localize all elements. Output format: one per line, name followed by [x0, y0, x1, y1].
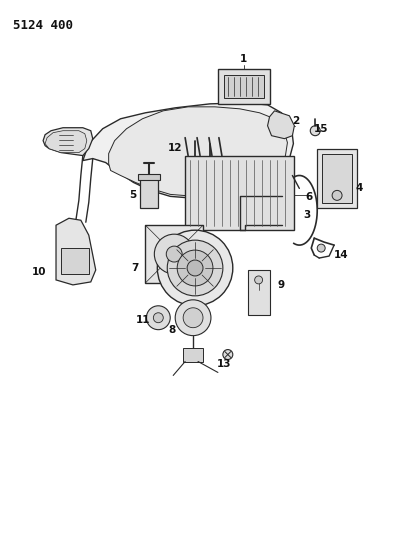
Text: 10: 10 — [32, 267, 47, 277]
Text: 4: 4 — [355, 183, 363, 193]
Text: 7: 7 — [131, 263, 138, 273]
FancyBboxPatch shape — [248, 270, 270, 315]
Circle shape — [175, 300, 211, 336]
Text: 15: 15 — [314, 124, 328, 134]
Circle shape — [183, 308, 203, 328]
FancyBboxPatch shape — [138, 174, 160, 181]
Polygon shape — [83, 103, 293, 198]
Text: 14: 14 — [334, 250, 348, 260]
Polygon shape — [109, 107, 287, 196]
Circle shape — [177, 250, 213, 286]
FancyBboxPatch shape — [140, 179, 158, 208]
Circle shape — [154, 234, 194, 274]
Text: 13: 13 — [217, 359, 231, 369]
Circle shape — [310, 126, 320, 136]
Circle shape — [167, 240, 223, 296]
Circle shape — [153, 313, 163, 322]
Circle shape — [255, 276, 263, 284]
FancyBboxPatch shape — [185, 156, 295, 230]
Polygon shape — [56, 218, 96, 285]
Text: 2: 2 — [292, 116, 299, 126]
Text: 9: 9 — [278, 280, 285, 290]
FancyBboxPatch shape — [224, 75, 264, 98]
Polygon shape — [43, 128, 93, 156]
Circle shape — [157, 230, 233, 306]
FancyBboxPatch shape — [145, 225, 203, 283]
Circle shape — [166, 246, 182, 262]
Text: 6: 6 — [306, 192, 313, 203]
Text: 1: 1 — [240, 54, 247, 64]
FancyBboxPatch shape — [317, 149, 357, 208]
Circle shape — [146, 306, 170, 330]
Text: 5124 400: 5124 400 — [13, 19, 73, 33]
Polygon shape — [268, 111, 295, 139]
Circle shape — [317, 244, 325, 252]
FancyBboxPatch shape — [183, 348, 203, 361]
Circle shape — [223, 350, 233, 360]
Text: 11: 11 — [136, 314, 151, 325]
Polygon shape — [45, 131, 87, 152]
FancyBboxPatch shape — [218, 69, 270, 104]
Circle shape — [332, 190, 342, 200]
Text: 3: 3 — [304, 210, 311, 220]
FancyBboxPatch shape — [61, 248, 89, 274]
Circle shape — [187, 260, 203, 276]
Text: 5: 5 — [129, 190, 136, 200]
Text: 8: 8 — [169, 325, 176, 335]
Text: 12: 12 — [168, 143, 182, 152]
FancyBboxPatch shape — [322, 154, 352, 203]
